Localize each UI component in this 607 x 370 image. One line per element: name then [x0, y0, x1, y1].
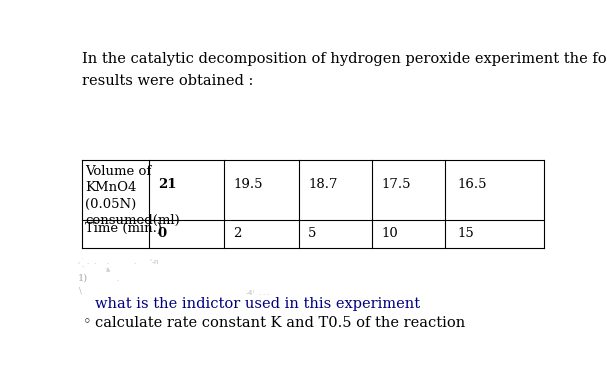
Text: 0: 0 [158, 227, 167, 241]
Text: calculate rate constant K and T0.5 of the reaction: calculate rate constant K and T0.5 of th… [95, 316, 465, 330]
Text: 2: 2 [233, 227, 242, 241]
Text: .: . [104, 264, 106, 270]
Text: 21: 21 [158, 178, 176, 191]
Text: ▲: ▲ [106, 267, 110, 272]
Text: Volume of
KMnO4
(0.05N)
consumed(ml): Volume of KMnO4 (0.05N) consumed(ml) [85, 165, 180, 226]
Text: 18.7: 18.7 [308, 178, 337, 191]
Text: 16.5: 16.5 [457, 178, 487, 191]
Text: $\backslash$: $\backslash$ [78, 285, 83, 296]
Text: ' .: ' . [78, 262, 84, 268]
Text: 10: 10 [381, 227, 398, 241]
Text: ◦: ◦ [83, 316, 92, 330]
Text: 17.5: 17.5 [381, 178, 410, 191]
Text: 15: 15 [457, 227, 473, 241]
Text: $\mathregular{^{\prime}}$  .  .     .           .      '-n: $\mathregular{^{\prime}}$ . . . . '-n [81, 257, 159, 268]
Text: what is the indictor used in this experiment: what is the indictor used in this experi… [95, 296, 420, 310]
Text: results were obtained :: results were obtained : [81, 74, 253, 88]
Text: -4$^{\prime}$  . . .: -4$^{\prime}$ . . . [245, 288, 271, 298]
Text: Time (min.): Time (min.) [85, 222, 162, 235]
Text: 5: 5 [308, 227, 316, 241]
Text: 1): 1) [78, 274, 89, 283]
Text: 19.5: 19.5 [233, 178, 263, 191]
Text: .: . [116, 276, 118, 282]
Text: In the catalytic decomposition of hydrogen peroxide experiment the following: In the catalytic decomposition of hydrog… [81, 51, 607, 65]
